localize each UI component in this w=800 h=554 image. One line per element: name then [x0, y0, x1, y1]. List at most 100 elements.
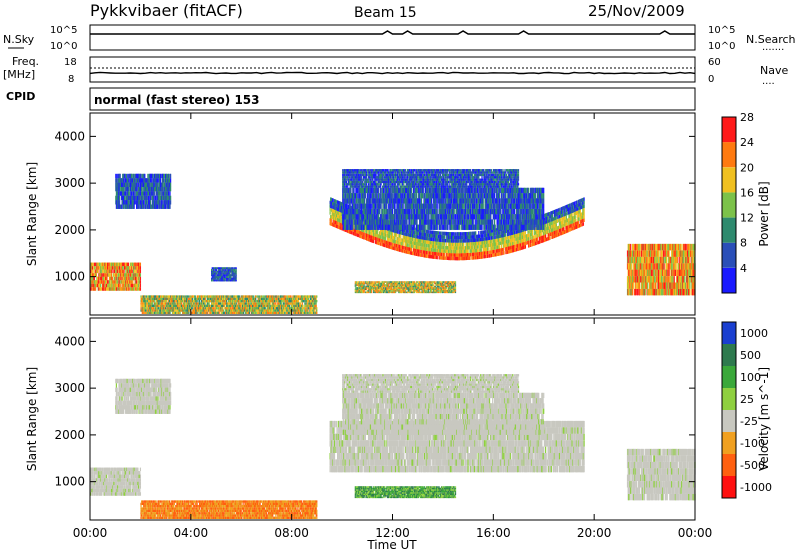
heatmap-cell [410, 233, 412, 238]
heatmap-cell [170, 295, 172, 298]
heatmap-cell [125, 280, 128, 284]
heatmap-cell [264, 297, 266, 300]
heatmap-cell [259, 302, 261, 305]
heatmap-cell [424, 247, 426, 251]
heatmap-cell [106, 269, 108, 274]
heatmap-cell [416, 235, 418, 239]
heatmap-cell [286, 302, 288, 305]
heatmap-cell [211, 304, 213, 307]
heatmap-cell [163, 195, 165, 201]
heatmap-cell [301, 302, 303, 305]
heatmap-cell [168, 311, 170, 314]
heatmap-cell [254, 300, 256, 303]
heatmap-cell [420, 246, 422, 250]
heatmap-cell [236, 311, 239, 314]
heatmap-cell [441, 256, 443, 260]
heatmap-cell [92, 276, 94, 281]
heatmap-cell [164, 295, 166, 298]
heatmap-cell [282, 295, 285, 298]
heatmap-cell [444, 252, 446, 257]
heatmap-cell [263, 300, 266, 303]
heatmap-cell [259, 311, 261, 314]
heatmap-cell [134, 269, 136, 274]
heatmap-cell [246, 307, 249, 310]
heatmap-cell [131, 269, 133, 274]
heatmap-cell [263, 309, 266, 312]
heatmap-cell [115, 204, 118, 209]
heatmap-cell [124, 280, 126, 284]
heatmap-cell [117, 273, 119, 277]
heatmap-cell [286, 295, 288, 298]
heatmap-cell [124, 266, 126, 270]
heatmap-cell [103, 280, 105, 284]
heatmap-cell [329, 207, 331, 212]
heatmap-cell [330, 204, 332, 209]
heatmap-cell [113, 273, 115, 277]
heatmap-cell [458, 239, 460, 243]
heatmap-cell [246, 302, 249, 305]
heatmap-cell [136, 173, 138, 179]
heatmap-cell [139, 269, 142, 274]
heatmap-cell [159, 173, 161, 179]
heatmap-cell [128, 195, 130, 201]
heatmap-cell [142, 182, 145, 187]
heatmap-cell [197, 295, 199, 298]
heatmap-cell [117, 287, 119, 291]
heatmap-cell [263, 302, 266, 305]
heatmap-cell [373, 239, 375, 244]
heatmap-cell [117, 266, 119, 270]
heatmap-cell [168, 297, 170, 300]
heatmap-cell [449, 235, 452, 240]
heatmap-cell [119, 276, 121, 281]
heatmap-cell [246, 309, 249, 312]
heatmap-cell [163, 178, 165, 183]
heatmap-cell [92, 269, 94, 274]
heatmap-cell [226, 307, 228, 310]
heatmap-cell [161, 200, 163, 205]
heatmap-cell [152, 311, 154, 314]
heatmap-cell [216, 269, 218, 271]
heatmap-cell [235, 274, 237, 277]
heatmap-cell [299, 304, 301, 307]
heatmap-cell [122, 276, 125, 281]
heatmap-cell [276, 307, 278, 310]
heatmap-cell [141, 195, 143, 201]
heatmap-cell [399, 230, 401, 235]
heatmap-cell [232, 274, 234, 277]
heatmap-cell [119, 186, 121, 192]
heatmap-cell [155, 200, 157, 205]
heatmap-cell [262, 297, 264, 300]
heatmap-cell [188, 297, 191, 300]
heatmap-cell [305, 304, 307, 307]
heatmap-cell [274, 309, 276, 312]
heatmap-cell [389, 238, 391, 242]
heatmap-cell [117, 178, 119, 183]
heatmap-cell [281, 300, 283, 303]
heatmap-cell [117, 200, 119, 205]
heatmap-cell [170, 200, 172, 205]
heatmap-cell [224, 297, 227, 300]
heatmap-cell [453, 249, 455, 254]
heatmap-cell [128, 273, 130, 277]
heatmap-cell [430, 248, 433, 252]
heatmap-cell [216, 272, 218, 275]
heatmap-cell [147, 173, 149, 179]
heatmap-cell [240, 297, 242, 300]
heatmap-cell [311, 295, 314, 298]
heatmap-cell [370, 238, 372, 243]
heatmap-cell [274, 311, 276, 314]
heatmap-cell [449, 232, 452, 236]
heatmap-cell [232, 309, 234, 312]
heatmap-cell [131, 191, 133, 196]
heatmap-cell [147, 191, 149, 196]
heatmap-cell [420, 253, 422, 257]
heatmap-cell [112, 283, 114, 288]
heatmap-cell [292, 300, 295, 303]
heatmap-cell [230, 300, 232, 303]
heatmap-cell [141, 302, 143, 305]
heatmap-cell [366, 230, 368, 234]
heatmap-cell [281, 295, 283, 298]
heatmap-cell [174, 302, 176, 305]
heatmap-cell [105, 266, 107, 270]
heatmap-cell [226, 295, 228, 298]
